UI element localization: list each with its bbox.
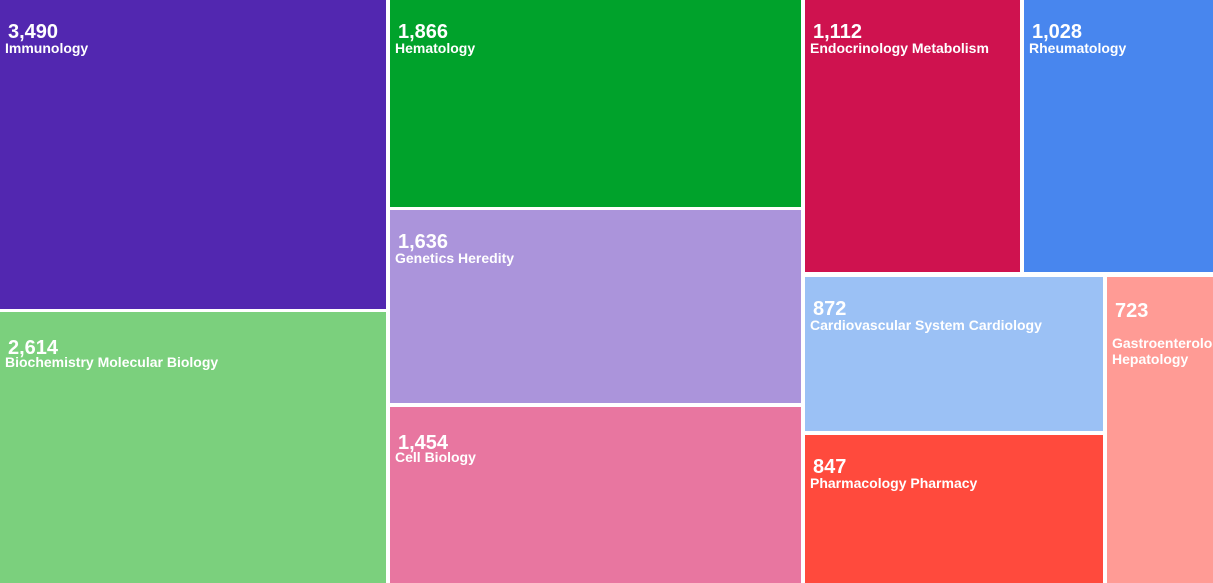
tile-value: 723 xyxy=(1115,300,1149,322)
tile-cell-biology: 1,454 Cell Biology xyxy=(390,407,801,583)
tile-label: Pharmacology Pharmacy xyxy=(810,475,978,491)
tile-value: 872 xyxy=(813,298,847,320)
tile-value: 2,614 xyxy=(8,337,59,359)
tile-label: Cardiovascular System Cardiology xyxy=(810,317,1042,333)
tile-value: 3,490 xyxy=(8,21,59,43)
tile-value: 1,454 xyxy=(398,432,449,454)
tile-rheumatology: 1,028 Rheumatology xyxy=(1024,0,1213,272)
tile-label: Immunology xyxy=(5,40,89,56)
tile-label: Gastroenterology Hepatology xyxy=(1112,335,1213,367)
tile-label: Genetics Heredity xyxy=(395,250,515,266)
tile-endocrinology-metabolism: 1,112 Endocrinology Metabolism xyxy=(805,0,1020,272)
tile-biochemistry-molecular-biology: 2,614 Biochemistry Molecular Biology xyxy=(0,312,386,583)
tile-value: 1,866 xyxy=(398,21,449,43)
tile-immunology: 3,490 Immunology xyxy=(0,0,386,309)
tile-gastroenterology-hepatology: 723 Gastroenterology Hepatology xyxy=(1107,277,1213,583)
tile-value: 1,028 xyxy=(1032,21,1083,43)
tile-label: Rheumatology xyxy=(1029,40,1127,56)
tile-hematology: 1,866 Hematology xyxy=(390,0,801,207)
tile-pharmacology-pharmacy: 847 Pharmacology Pharmacy xyxy=(805,435,1103,583)
tile-cardiovascular-system-cardiology: 872 Cardiovascular System Cardiology xyxy=(805,277,1103,431)
tile-value: 847 xyxy=(813,456,847,478)
tile-value: 1,112 xyxy=(813,21,862,43)
tile-label: Cell Biology xyxy=(395,449,476,465)
tile-label: Biochemistry Molecular Biology xyxy=(5,354,219,370)
tile-value: 1,636 xyxy=(398,231,449,253)
tile-label: Endocrinology Metabolism xyxy=(810,40,989,56)
tile-genetics-heredity: 1,636 Genetics Heredity xyxy=(390,210,801,403)
tile-label: Hematology xyxy=(395,40,476,56)
